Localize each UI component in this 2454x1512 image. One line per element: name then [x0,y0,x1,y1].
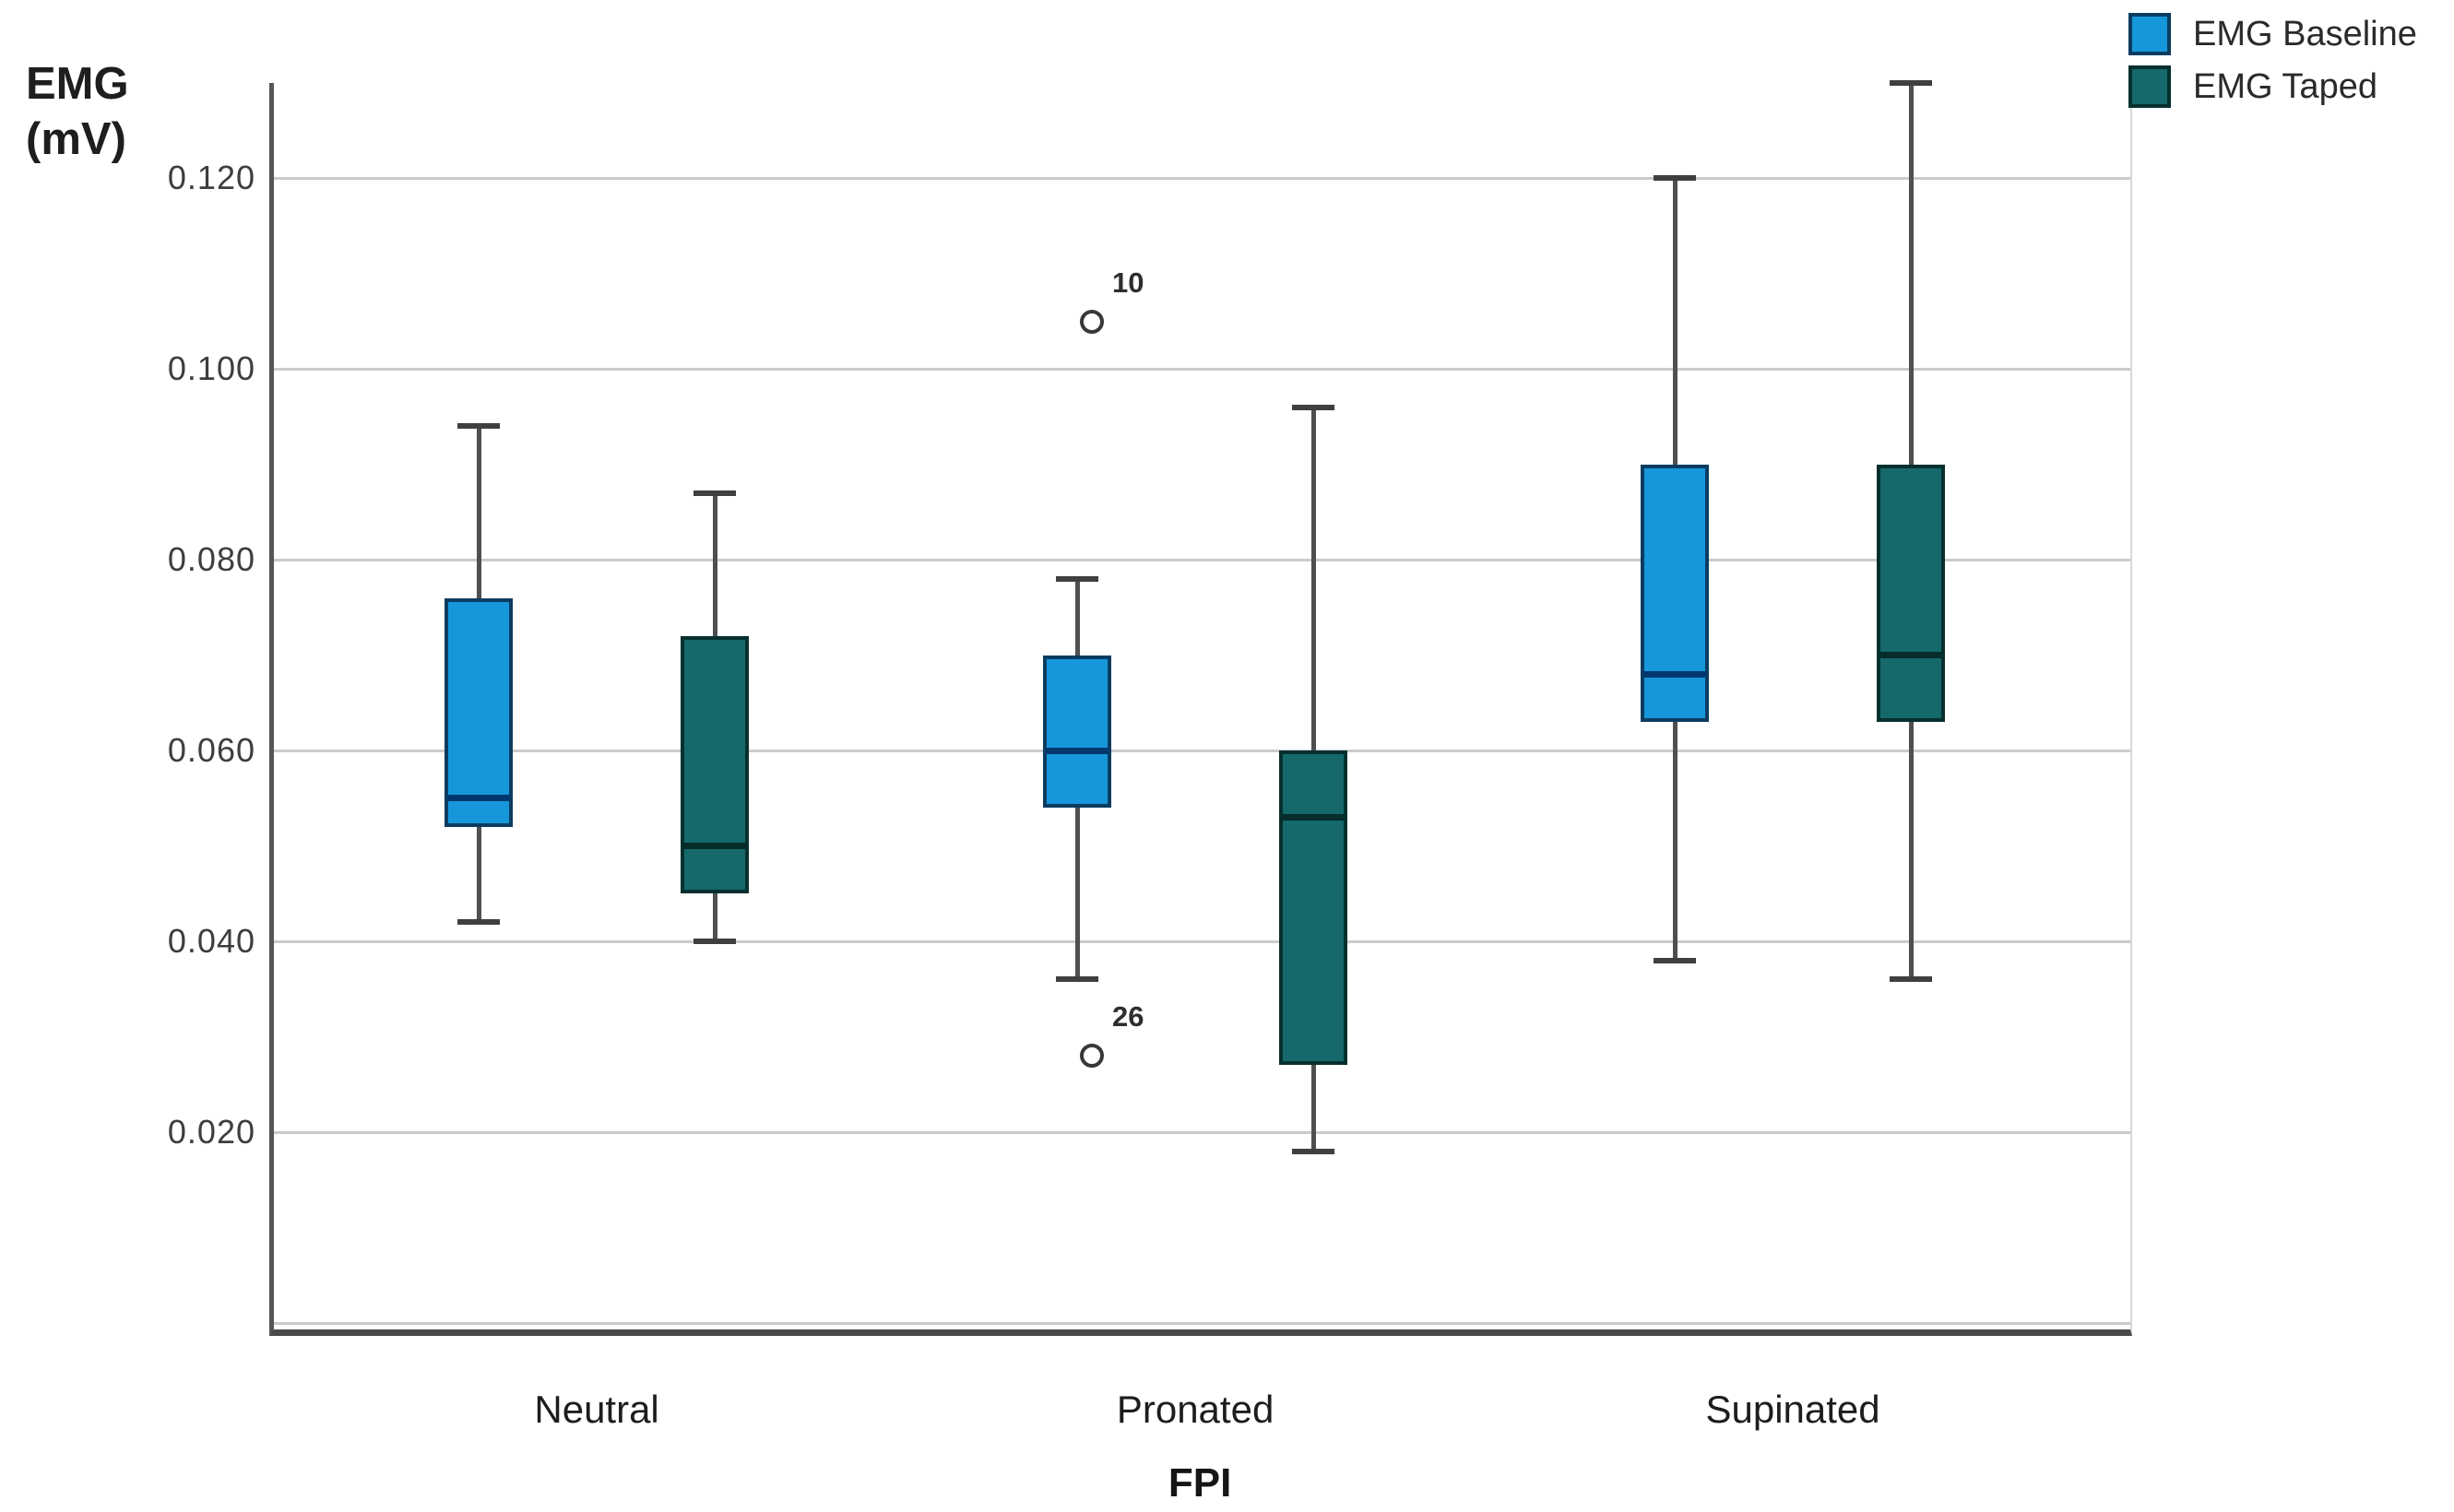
whisker-cap-low-emg-baseline-pronated [1056,976,1099,983]
gridline-0.06 [274,750,2130,753]
x-category-label-supinated: Supinated [1705,1388,1880,1431]
whisker-cap-high-emg-taped-neutral [694,490,737,496]
y-tick-label-0.120: 0.120 [167,159,255,197]
whisker-cap-low-emg-baseline-neutral [457,919,501,926]
gridline-0.08 [274,559,2130,562]
median-emg-taped-pronated [1282,814,1346,821]
whisker-cap-low-emg-taped-pronated [1292,1148,1335,1154]
box-emg-taped-supinated [1877,464,1946,723]
median-emg-taped-supinated [1879,652,1943,659]
y-tick-label-0.100: 0.100 [167,349,255,388]
median-emg-baseline-neutral [447,795,511,802]
whisker-cap-high-emg-baseline-neutral [457,423,501,430]
x-category-label-neutral: Neutral [534,1388,659,1431]
gridline-0.04 [274,939,2130,943]
box-emg-taped-pronated [1279,750,1348,1066]
y-axis-title: EMG (mV) [26,57,129,168]
median-emg-baseline-pronated [1046,747,1109,754]
legend-item-taped: EMG Taped [2128,65,2417,108]
y-tick-label-0.040: 0.040 [167,921,255,960]
y-axis-title-line2: (mV) [26,113,126,164]
whisker-cap-high-emg-taped-supinated [1890,80,1933,86]
y-tick-label-0.020: 0.020 [167,1112,255,1151]
median-emg-baseline-supinated [1643,670,1707,678]
whisker-cap-low-emg-taped-neutral [694,938,737,944]
legend: EMG Baseline EMG Taped [2128,13,2417,118]
whisker-cap-high-emg-baseline-pronated [1056,575,1099,582]
outlier-label-26: 26 [1112,1000,1144,1034]
gridline-0.12 [274,177,2130,181]
box-emg-taped-neutral [681,635,750,894]
legend-item-baseline: EMG Baseline [2128,13,2417,55]
whisker-cap-low-emg-taped-supinated [1890,976,1933,983]
outlier-label-10: 10 [1112,266,1144,299]
median-emg-taped-neutral [683,843,747,850]
whisker-cap-high-emg-taped-pronated [1292,404,1335,410]
legend-swatch-taped-icon [2128,65,2171,108]
legend-label-taped: EMG Taped [2193,66,2377,106]
x-category-label-pronated: Pronated [1116,1388,1274,1431]
whisker-cap-low-emg-baseline-supinated [1654,957,1697,963]
y-axis-title-line1: EMG [26,59,129,109]
legend-label-baseline: EMG Baseline [2193,14,2417,53]
plot-area [269,83,2132,1336]
outlier-point-26 [1080,1044,1105,1069]
whisker-cap-high-emg-baseline-supinated [1654,175,1697,182]
gridline-0.1 [274,368,2130,372]
x-axis-title: FPI [1168,1460,1232,1506]
legend-swatch-baseline-icon [2128,13,2171,55]
y-tick-label-0.080: 0.080 [167,540,255,579]
box-emg-baseline-supinated [1641,464,1710,723]
box-emg-baseline-neutral [445,597,514,827]
y-tick-label-0.060: 0.060 [167,731,255,770]
box-emg-baseline-pronated [1043,655,1112,809]
outlier-point-10 [1080,309,1105,334]
gridline-0 [274,1321,2130,1325]
gridline-0.02 [274,1130,2130,1134]
